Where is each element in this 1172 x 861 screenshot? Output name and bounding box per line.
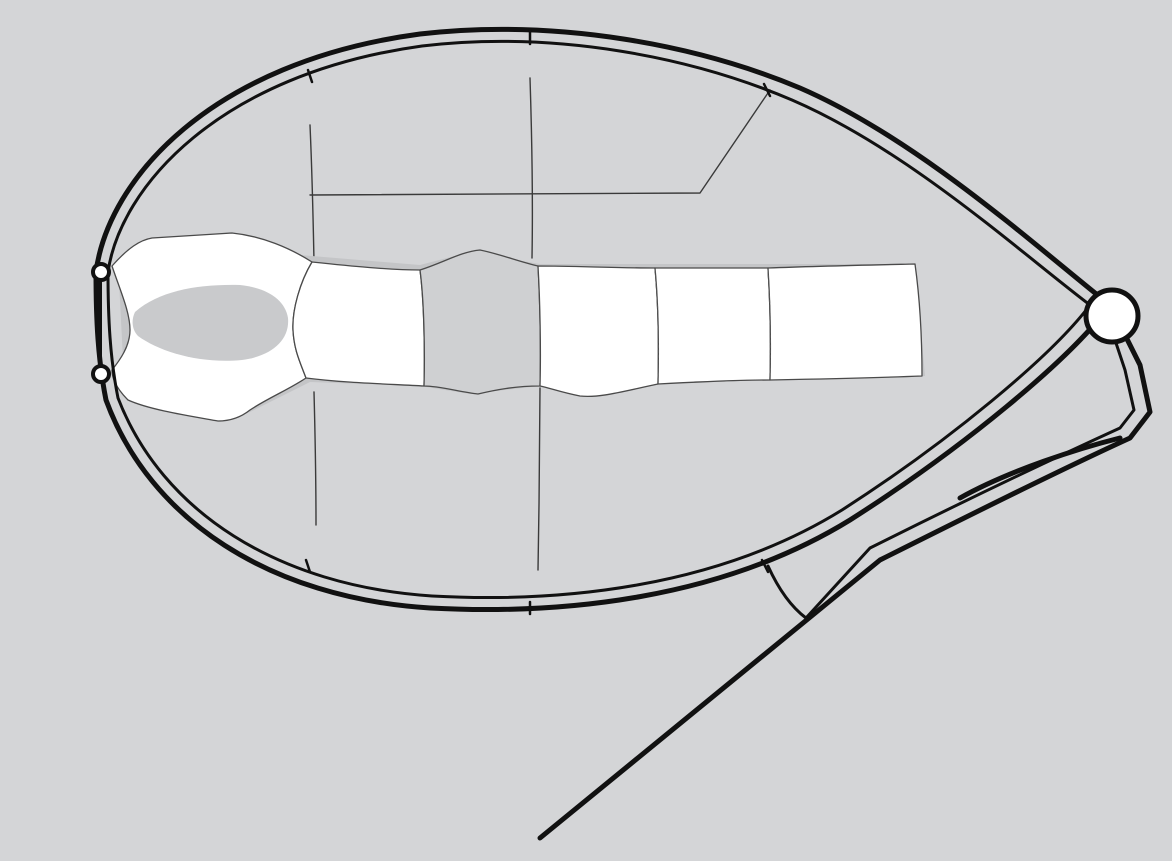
segment-5 (654, 267, 772, 385)
pivot-ring (1083, 287, 1141, 345)
interior-guide-lines (309, 77, 771, 571)
guide-line-horizontal-upper (309, 89, 771, 196)
guide-line-center-lower (537, 387, 541, 571)
rim-joint (762, 82, 772, 98)
outer-frame (91, 26, 1113, 616)
frame-inner-rim (106, 39, 1092, 600)
rim-joint (306, 68, 314, 84)
segment-2 (292, 261, 426, 387)
segmented-body (111, 232, 925, 422)
left-clip-ring-top (91, 262, 111, 282)
frame-outer-rim (93, 26, 1113, 613)
segment-head-hollow (132, 284, 289, 361)
segment-3 (419, 249, 542, 395)
handle-inner-arm (804, 338, 1136, 620)
handle-grip-bend (957, 435, 1123, 501)
suture-line (654, 269, 659, 383)
rim-joint (304, 558, 312, 574)
suture-line (767, 269, 771, 379)
segment-6 (767, 263, 923, 381)
segment-4 (537, 265, 660, 398)
handle-outer-arm (537, 302, 1153, 841)
handle-arc (766, 564, 808, 620)
handle-assembly (537, 287, 1153, 841)
left-clip-ring-bottom (91, 364, 111, 384)
guide-line-center-upper (529, 77, 534, 259)
guide-line-left-lower (313, 391, 317, 526)
rim-joint (760, 558, 770, 574)
guide-line-left-upper (309, 124, 315, 263)
